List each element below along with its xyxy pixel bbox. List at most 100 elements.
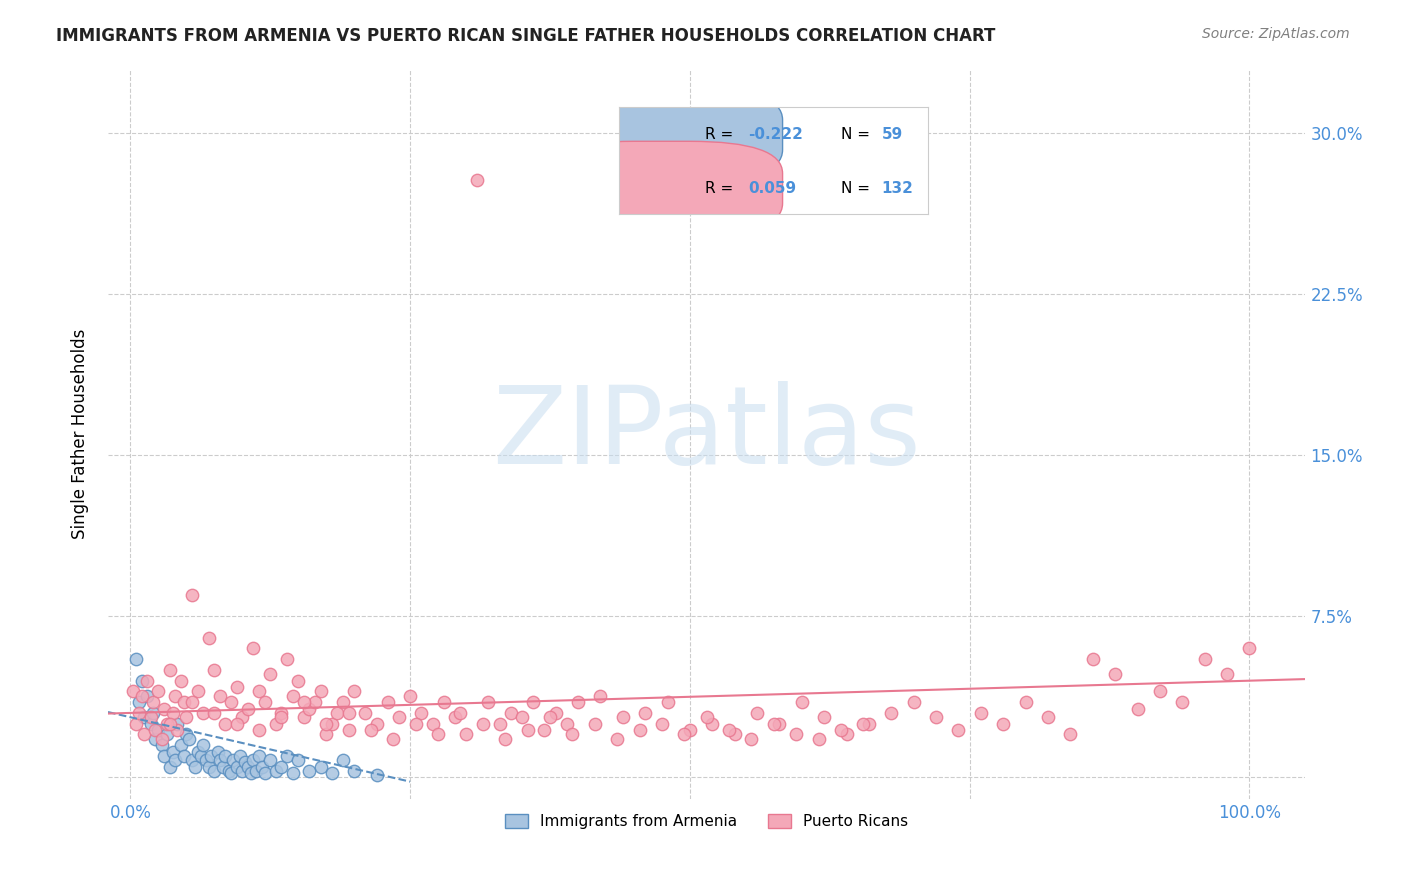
Point <box>165 689 187 703</box>
Text: R =: R = <box>706 181 738 196</box>
Point <box>925 710 948 724</box>
Point <box>231 764 253 778</box>
Point <box>195 753 218 767</box>
Point <box>785 727 807 741</box>
Point <box>143 731 166 746</box>
Point <box>276 652 298 666</box>
Point <box>679 723 702 737</box>
Point <box>177 731 200 746</box>
Point <box>399 689 422 703</box>
Point <box>270 759 292 773</box>
Point <box>222 753 245 767</box>
Point <box>533 723 555 737</box>
Point <box>148 723 170 737</box>
Point <box>411 706 433 720</box>
Point <box>377 695 399 709</box>
Point <box>740 731 762 746</box>
Point <box>162 745 184 759</box>
Point <box>166 723 188 737</box>
Point <box>159 716 181 731</box>
Point <box>538 710 561 724</box>
Point <box>970 706 993 720</box>
Text: 132: 132 <box>882 181 914 196</box>
Point <box>768 716 790 731</box>
Point <box>247 684 270 698</box>
Point <box>382 731 405 746</box>
Point <box>207 745 229 759</box>
Point <box>184 759 207 773</box>
Point <box>354 706 377 720</box>
Point <box>444 710 467 724</box>
Point <box>465 173 488 187</box>
Point <box>1059 727 1081 741</box>
Point <box>181 753 204 767</box>
Point <box>181 588 204 602</box>
Point <box>125 716 148 731</box>
Point <box>724 727 747 741</box>
Point <box>298 764 321 778</box>
Point <box>156 716 179 731</box>
Point <box>176 710 198 724</box>
Point <box>252 759 274 773</box>
Point <box>880 706 903 720</box>
Point <box>219 766 242 780</box>
Point <box>516 723 538 737</box>
Point <box>139 710 162 724</box>
Point <box>229 748 252 763</box>
Point <box>292 710 315 724</box>
Point <box>264 716 287 731</box>
Point <box>159 759 181 773</box>
Point <box>830 723 852 737</box>
Point <box>136 673 159 688</box>
Point <box>315 727 337 741</box>
Point <box>510 710 533 724</box>
Point <box>159 663 181 677</box>
Point <box>1014 695 1036 709</box>
Point <box>242 641 264 656</box>
Point <box>433 695 456 709</box>
Point <box>181 695 204 709</box>
Text: R =: R = <box>706 128 738 143</box>
Point <box>236 759 259 773</box>
FancyBboxPatch shape <box>541 141 783 235</box>
Point <box>1149 684 1171 698</box>
Point <box>1239 641 1261 656</box>
Point <box>225 680 247 694</box>
Point <box>173 695 195 709</box>
FancyBboxPatch shape <box>541 87 783 182</box>
Point <box>790 695 813 709</box>
Point <box>148 684 170 698</box>
Point <box>852 716 875 731</box>
Point <box>125 652 148 666</box>
Text: 0.059: 0.059 <box>748 181 797 196</box>
Point <box>858 716 880 731</box>
Point <box>197 631 219 645</box>
Point <box>219 695 242 709</box>
Point <box>628 723 651 737</box>
Point <box>702 716 724 731</box>
Point <box>236 701 259 715</box>
Point <box>225 759 247 773</box>
Point <box>332 753 354 767</box>
Point <box>337 723 360 737</box>
Point <box>131 673 153 688</box>
Point <box>835 727 858 741</box>
Point <box>612 710 634 724</box>
Point <box>657 695 679 709</box>
Point <box>634 706 657 720</box>
Point <box>422 716 444 731</box>
Point <box>142 706 165 720</box>
Point <box>132 710 155 724</box>
Point <box>247 748 270 763</box>
Point <box>948 723 970 737</box>
Point <box>270 706 292 720</box>
Point <box>153 701 176 715</box>
Legend: Immigrants from Armenia, Puerto Ricans: Immigrants from Armenia, Puerto Ricans <box>499 808 914 835</box>
Point <box>173 748 195 763</box>
Point <box>366 768 388 782</box>
Point <box>567 695 589 709</box>
Point <box>337 706 360 720</box>
Point <box>281 766 304 780</box>
Point <box>136 689 159 703</box>
Point <box>143 723 166 737</box>
